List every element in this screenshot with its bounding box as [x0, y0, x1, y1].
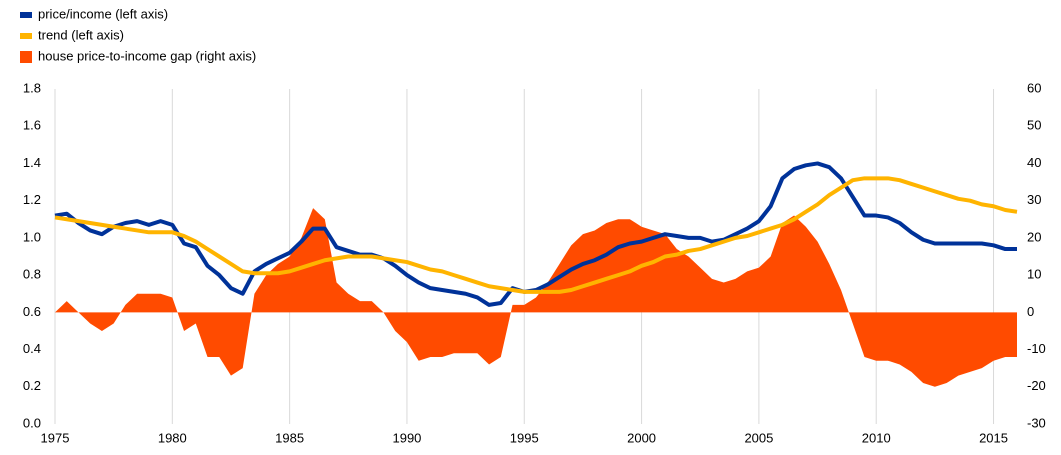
y2-tick-label: -20 — [1027, 378, 1046, 393]
y-tick-label: 1.0 — [23, 229, 41, 244]
y2-tick-label: 50 — [1027, 118, 1041, 133]
y-tick-label: 0.4 — [23, 341, 41, 356]
gap-area — [55, 208, 1017, 387]
x-tick-label: 1990 — [392, 430, 421, 445]
y-tick-label: 1.8 — [23, 80, 41, 95]
y2-tick-label: 0 — [1027, 304, 1034, 319]
y2-tick-label: 60 — [1027, 80, 1041, 95]
x-tick-label: 1995 — [510, 430, 539, 445]
legend-label: trend (left axis) — [38, 27, 124, 42]
y-tick-label: 1.4 — [23, 155, 41, 170]
y2-tick-label: -10 — [1027, 341, 1046, 356]
legend-swatch — [20, 51, 32, 63]
x-tick-label: 2010 — [862, 430, 891, 445]
x-tick-label: 2000 — [627, 430, 656, 445]
y-tick-label: 1.2 — [23, 192, 41, 207]
y-tick-label: 0.6 — [23, 304, 41, 319]
y2-tick-label: 20 — [1027, 229, 1041, 244]
legend-label: price/income (left axis) — [38, 6, 168, 21]
y2-tick-label: 40 — [1027, 155, 1041, 170]
x-tick-label: 1980 — [158, 430, 187, 445]
y-tick-label: 0.8 — [23, 267, 41, 282]
y-tick-label: 0.2 — [23, 378, 41, 393]
x-tick-label: 1975 — [41, 430, 70, 445]
legend-swatch — [20, 12, 32, 18]
series-line — [54, 176, 1018, 294]
y2-tick-label: 30 — [1027, 192, 1041, 207]
legend-label: house price-to-income gap (right axis) — [38, 48, 256, 63]
legend-swatch — [20, 33, 32, 39]
y-tick-label: 1.6 — [23, 118, 41, 133]
x-tick-label: 2015 — [979, 430, 1008, 445]
x-tick-label: 1985 — [275, 430, 304, 445]
series-line — [54, 161, 1017, 307]
y2-tick-label: 10 — [1027, 267, 1041, 282]
x-tick-label: 2005 — [744, 430, 773, 445]
y2-tick-label: -30 — [1027, 415, 1046, 430]
y-tick-label: 0.0 — [23, 415, 41, 430]
